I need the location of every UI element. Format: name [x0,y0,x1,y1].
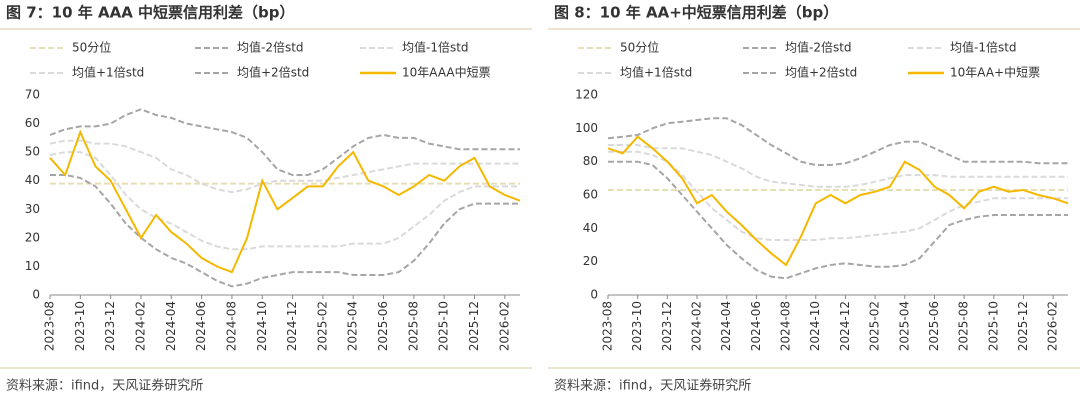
x-tick-label: 2025-08 [406,301,420,351]
x-tick-label: 2025-04 [346,301,360,351]
x-tick-label: 2024-06 [194,301,208,351]
y-tick-label: 60 [583,188,598,202]
x-tick-label: 2025-10 [986,301,1000,351]
x-tick-label: 2024-08 [779,301,793,351]
x-tick-label: 2023-10 [73,301,87,351]
y-tick-label: 20 [583,254,598,268]
x-tick-label: 2024-10 [255,301,269,351]
y-tick-label: 20 [25,230,40,244]
y-tick-label: 100 [575,121,598,135]
x-tick-label: 2024-12 [838,301,852,351]
x-tick-label: 2025-10 [437,301,451,351]
legend-label: 10年AA+中短票 [950,65,1040,80]
series-line [608,150,1068,241]
y-tick-label: 40 [25,173,40,187]
y-tick-label: 120 [575,88,598,102]
y-tick-label: 50 [25,145,40,159]
legend-label: 均值+2倍std [785,65,857,80]
legend-label: 均值-1倍std [402,40,469,55]
series-line [49,129,521,274]
series-line [49,139,520,194]
series-line [49,108,520,176]
y-tick-label: 70 [25,88,40,102]
y-tick-label: 0 [32,288,40,302]
x-tick-label: 2024-02 [690,301,704,351]
x-tick-label: 2025-02 [868,301,882,351]
x-tick-label: 2023-12 [103,301,117,351]
legend-label: 均值-1倍std [950,40,1017,55]
chart-panel: 图 7：10 年 AAA 中短票信用利差（bp） 资料来源：ifind，天风证券研… [0,4,532,394]
x-tick-label: 2023-12 [660,301,674,351]
legend-label: 10年AAA中短票 [402,65,491,80]
x-tick-label: 2025-12 [1016,301,1030,351]
legend-label: 均值-2倍std [785,40,852,55]
x-tick-label: 2024-08 [224,301,238,351]
legend-label: 50分位 [72,40,111,55]
x-tick-label: 2025-02 [315,301,329,351]
legend-label: 50分位 [620,40,659,55]
legend-label: 均值+1倍std [72,65,144,80]
y-tick-label: 30 [25,202,40,216]
series-line [50,174,520,288]
y-tick-label: 10 [25,259,40,273]
series-line [608,160,1068,280]
x-tick-label: 2026-02 [1046,301,1060,351]
chart-title: 图 8：10 年 AA+中短票信用利差（bp） [554,4,838,22]
y-tick-label: 60 [25,116,40,130]
y-tick-label: 0 [590,288,598,302]
x-tick-label: 2023-10 [630,301,644,351]
x-tick-label: 2024-10 [808,301,822,351]
legend-label: 均值+2倍std [237,65,309,80]
x-tick-label: 2025-08 [957,301,971,351]
x-tick-label: 2024-02 [133,301,147,351]
series-line [608,144,1068,188]
x-tick-label: 2025-06 [376,301,390,351]
legend-label: 均值+1倍std [620,65,692,80]
chart-title: 图 7：10 年 AAA 中短票信用利差（bp） [6,4,295,22]
x-tick-label: 2024-04 [164,301,178,351]
y-tick-label: 80 [583,154,598,168]
series-line [607,135,1069,267]
source-note: 资料来源：ifind，天风证券研究所 [554,378,751,394]
legend-label: 均值-2倍std [237,40,304,55]
x-tick-label: 2025-12 [467,301,481,351]
x-tick-label: 2025-04 [897,301,911,351]
x-tick-label: 2024-04 [719,301,733,351]
x-tick-label: 2024-06 [749,301,763,351]
x-tick-label: 2025-06 [927,301,941,351]
x-tick-label: 2026-02 [497,301,511,351]
chart-panel: 图 8：10 年 AA+中短票信用利差（bp） 资料来源：ifind，天风证券研究… [548,4,1080,394]
source-note: 资料来源：ifind，天风证券研究所 [6,378,203,394]
x-tick-label: 2023-08 [601,301,615,351]
x-tick-label: 2023-08 [43,301,57,351]
y-tick-label: 40 [583,221,598,235]
series-line [607,117,1068,166]
x-tick-label: 2024-12 [285,301,299,351]
